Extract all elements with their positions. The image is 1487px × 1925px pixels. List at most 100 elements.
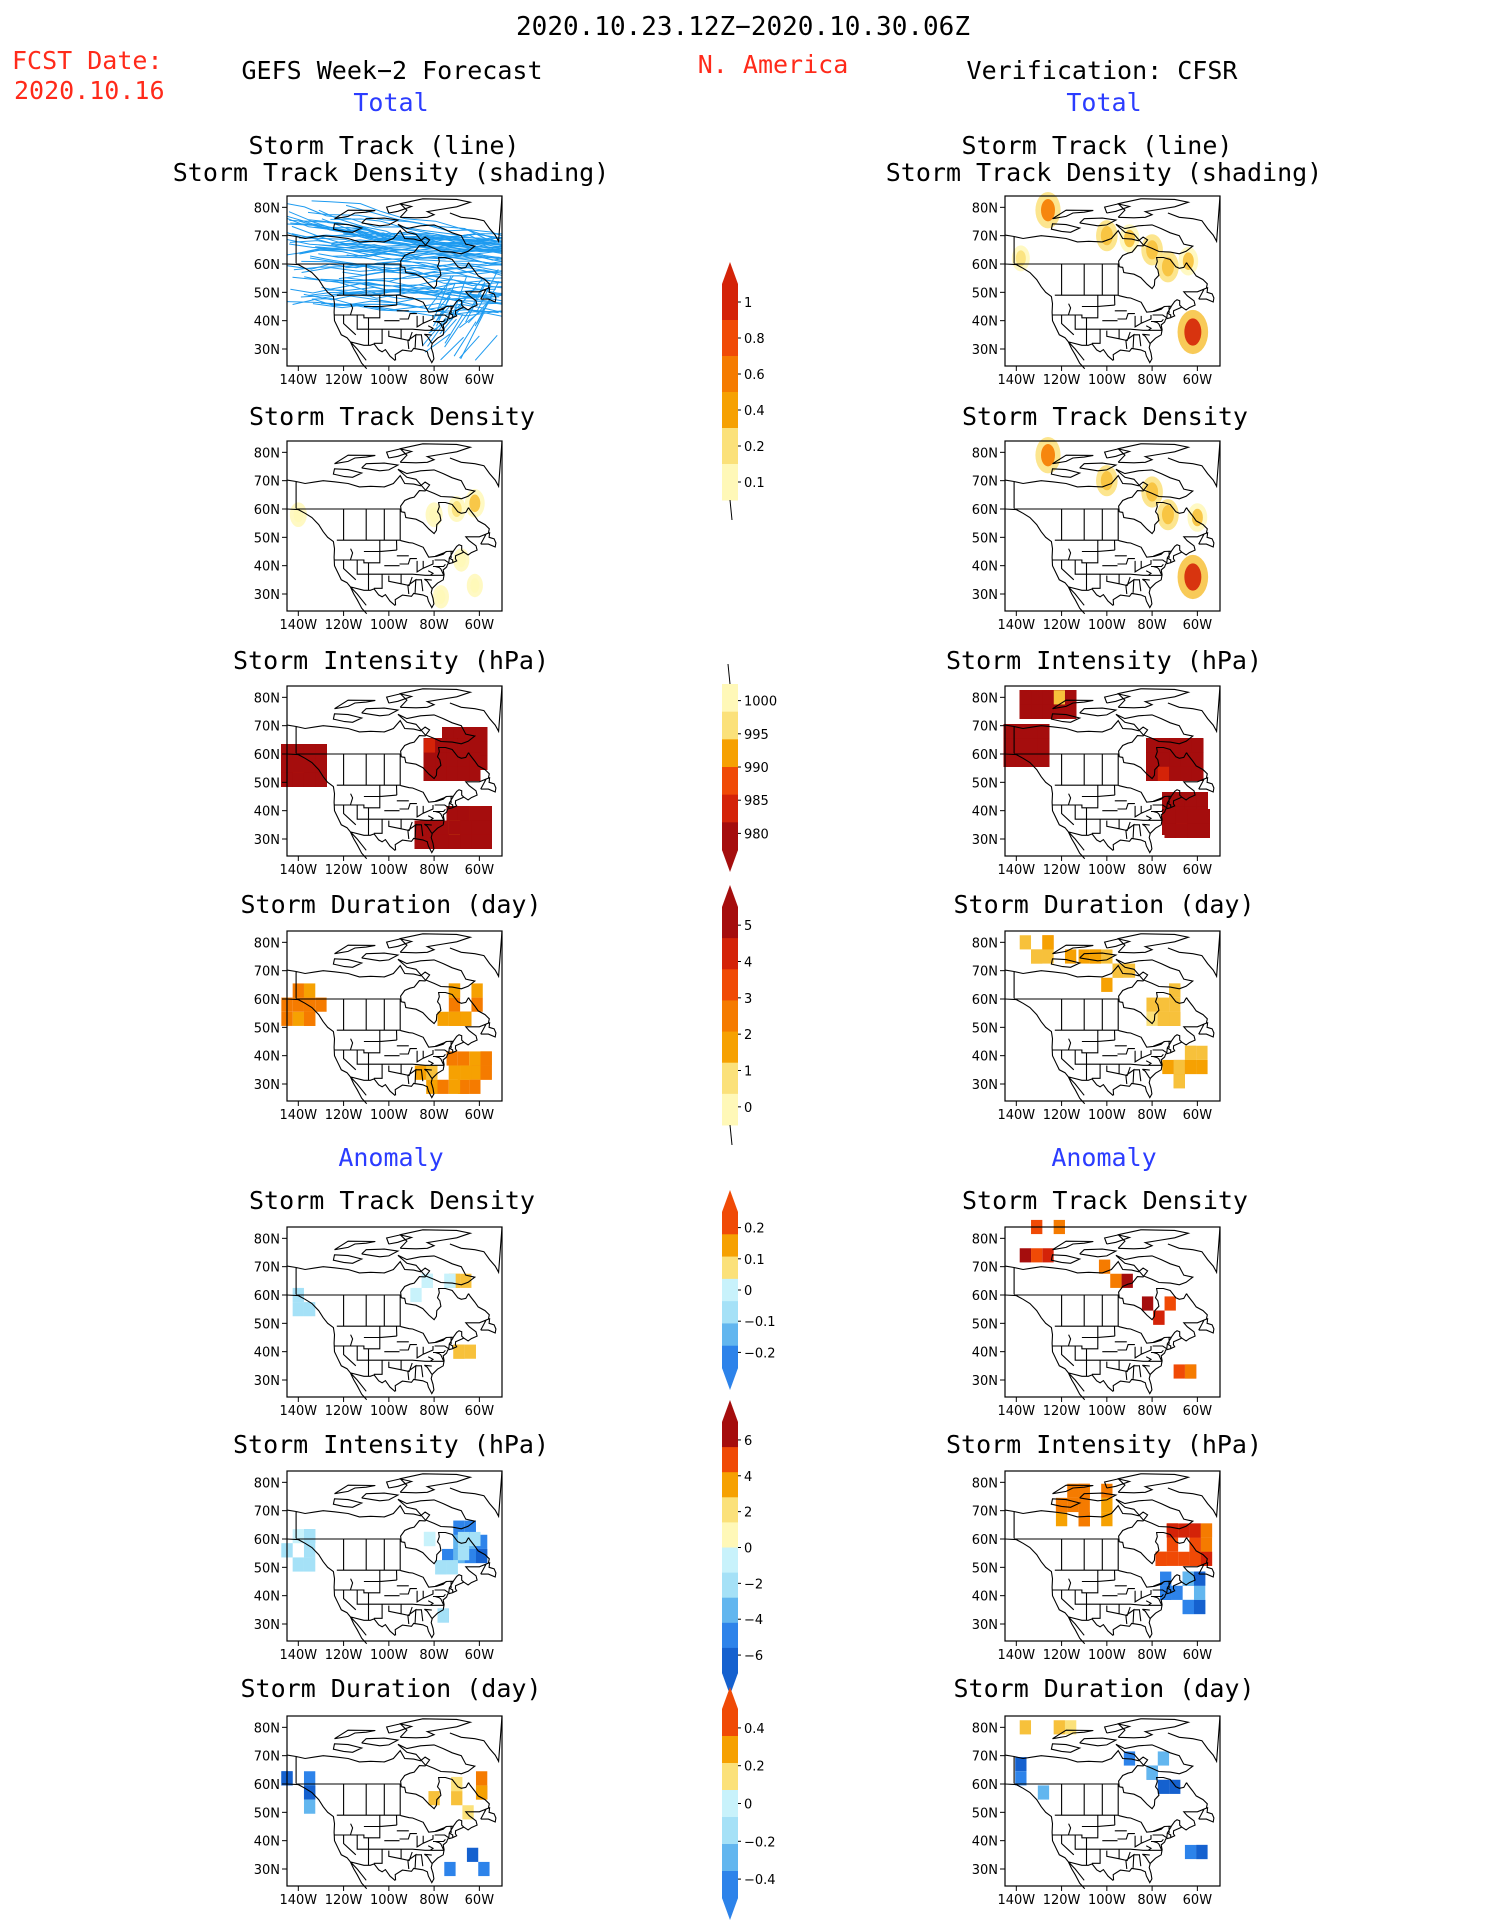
panel-r0-density-core xyxy=(1100,226,1113,246)
panel-l0-track-line xyxy=(346,252,502,261)
panel-r1-density-core xyxy=(1100,471,1113,491)
panel-l2-grid-cell xyxy=(475,727,488,742)
panel-r1-lon-label: 140W xyxy=(997,618,1035,633)
region-title: N. America xyxy=(698,52,849,77)
panel-l0-track-line xyxy=(290,222,502,247)
panel-l0-lat-label: 40N xyxy=(254,315,280,330)
panel-title-r6: Storm Duration (day) xyxy=(953,1676,1254,1701)
panel-l0-lon-label: 80W xyxy=(419,373,449,388)
panel-r0-lon-label: 120W xyxy=(1043,373,1081,388)
panel-r0-lat-label: 50N xyxy=(972,286,998,301)
right-anomaly-label: Anomaly xyxy=(1051,1145,1156,1170)
panel-l1-density-core xyxy=(436,589,446,605)
panel-l0-track-line xyxy=(320,278,502,287)
panel-l0-track-line xyxy=(289,243,502,253)
panel-l0-track-line xyxy=(434,304,452,324)
panel-l2-cells xyxy=(281,727,492,849)
panel-l0-frame xyxy=(286,195,503,367)
panel-l0-track-line xyxy=(330,218,502,243)
panel-r0-density-core xyxy=(1015,250,1026,267)
panel-l0-track-line xyxy=(291,225,502,246)
panel-l0-track-line xyxy=(346,226,502,241)
panel-title-l5: Storm Intensity (hPa) xyxy=(233,1432,549,1457)
panel-title-r4: Storm Track Density xyxy=(962,1188,1248,1213)
panel-l1-lon-label: 100W xyxy=(370,618,408,633)
panel-l0-lon-label: 120W xyxy=(325,373,363,388)
panel-title-r3: Storm Duration (day) xyxy=(953,892,1254,917)
panel-r0-density-core xyxy=(1182,252,1194,270)
panel-r1-density-core xyxy=(1161,505,1174,525)
panel-l2-grid-cell xyxy=(475,755,488,770)
panel-r0-density-core xyxy=(1146,240,1159,260)
panel-l1-lat-label: 80N xyxy=(254,446,280,461)
panel-l1-lat-label: 70N xyxy=(254,475,280,490)
panel-r0-density-core xyxy=(1184,318,1202,346)
panel-l0-track-line xyxy=(345,204,502,240)
panel-r0-lon-label: 60W xyxy=(1183,373,1213,388)
panel-title-r1: Storm Track Density xyxy=(962,404,1248,429)
panel-r0-lon-label: 140W xyxy=(997,373,1035,388)
panel-l1-frame xyxy=(286,440,503,612)
panel-l1-lon-label: 120W xyxy=(325,618,363,633)
panel-r0-frame xyxy=(1004,195,1221,367)
panel-l0-track-line xyxy=(474,334,498,361)
panel-l0-track-line xyxy=(290,283,497,296)
panel-r1-lon-label: 120W xyxy=(1043,618,1081,633)
panel-l0-track-line xyxy=(301,260,502,275)
panel-title-l2: Storm Intensity (hPa) xyxy=(233,648,549,673)
panel-r1-lat-label: 70N xyxy=(972,475,998,490)
panel-l0-lat-label: 70N xyxy=(254,230,280,245)
panel-l0-track-line xyxy=(307,211,502,243)
left-column-title: GEFS Week−2 Forecast xyxy=(241,58,542,83)
panel-r1-lat-label: 30N xyxy=(972,588,998,603)
panel-l2-grid-cell xyxy=(453,727,465,742)
panel-l0-track-line xyxy=(311,298,502,317)
panel-l1-lat-label: 50N xyxy=(254,531,280,546)
left-anomaly-label: Anomaly xyxy=(338,1145,443,1170)
panel-r1-lon-label: 60W xyxy=(1183,618,1213,633)
panel-l0-coastlines xyxy=(286,195,503,370)
panel-l0-track-line xyxy=(343,227,502,253)
panel-l0-track-line xyxy=(459,308,485,329)
panel-l0-track-line xyxy=(338,264,502,280)
panel-title-l0a: Storm Track (line) xyxy=(249,133,520,158)
panel-title-r2: Storm Intensity (hPa) xyxy=(946,648,1262,673)
panel-l0-track-line xyxy=(475,269,499,313)
right-total-label: Total xyxy=(1066,90,1141,115)
panel-r0-lat-label: 30N xyxy=(972,343,998,358)
panel-title-l3: Storm Duration (day) xyxy=(240,892,541,917)
panel-l1-density-core xyxy=(469,494,481,513)
panel-l0-track-line xyxy=(287,260,502,275)
panel-l1-lon-label: 140W xyxy=(279,618,317,633)
panel-r0-density-core xyxy=(1041,198,1055,222)
panel-l0-track-line xyxy=(318,244,502,260)
panel-l1-density-core xyxy=(429,507,439,523)
panel-l0-lat-label: 30N xyxy=(254,343,280,358)
panel-l0-track-line xyxy=(444,310,470,348)
panel-l1-lat-label: 60N xyxy=(254,503,280,518)
panel-title-r0a: Storm Track (line) xyxy=(962,133,1233,158)
panel-r0-map xyxy=(1004,195,1221,370)
left-total-label: Total xyxy=(353,90,428,115)
panel-l0-track-line xyxy=(444,313,464,344)
panel-l0-track-line xyxy=(422,317,447,346)
panel-r0-lon-label: 80W xyxy=(1137,373,1167,388)
panel-title-r0b: Storm Track Density (shading) xyxy=(886,160,1323,185)
fcst-date-label: FCST Date: xyxy=(12,48,163,73)
panel-l0-track-line xyxy=(299,249,502,260)
panel-r1-lat-label: 60N xyxy=(972,503,998,518)
panel-l0-track-line xyxy=(437,289,454,311)
panel-l0-track-line xyxy=(311,200,502,237)
panel-title-l6: Storm Duration (day) xyxy=(240,1676,541,1701)
panel-l1-lon-label: 80W xyxy=(419,618,449,633)
panel-l0-track-line xyxy=(345,265,502,277)
panel-l1-density-core xyxy=(470,578,480,593)
panel-l0-track-line xyxy=(465,285,485,323)
panel-l0-track-line xyxy=(440,336,464,361)
panel-r1-lat-label: 40N xyxy=(972,560,998,575)
panel-r1-coastlines xyxy=(1004,440,1221,615)
panel-l0-track-line xyxy=(342,271,502,289)
panel-r1-lat-label: 80N xyxy=(972,446,998,461)
right-column-title: Verification: CFSR xyxy=(967,58,1238,83)
